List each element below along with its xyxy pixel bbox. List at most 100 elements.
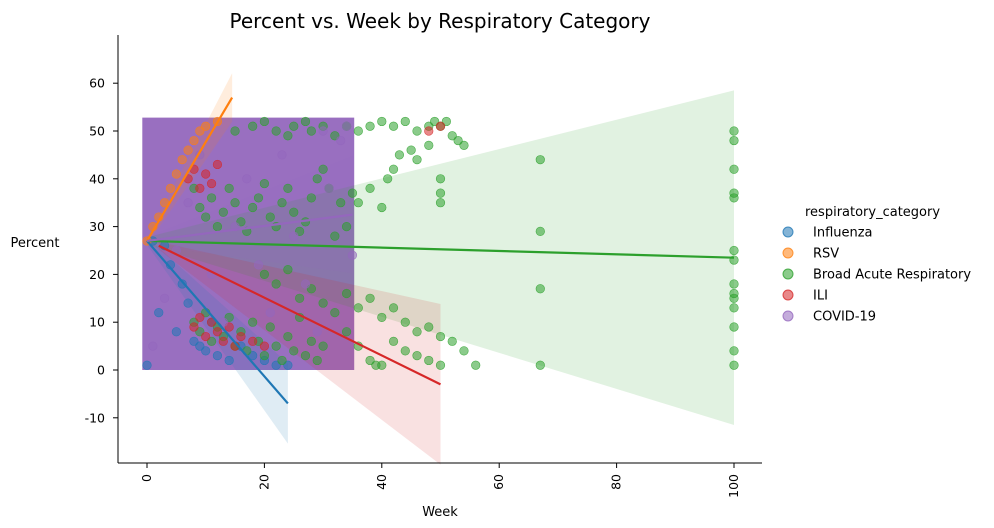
x-tick-label: 20 — [256, 474, 271, 490]
point-broad-acute-respiratory — [353, 126, 363, 136]
point-broad-acute-respiratory — [412, 327, 422, 337]
point-broad-acute-respiratory — [365, 355, 375, 366]
y-tick-label: 30 — [89, 219, 105, 234]
legend-marker — [782, 268, 794, 280]
point-broad-acute-respiratory — [341, 222, 352, 232]
regression-line-ili — [158, 244, 441, 386]
point-ili — [218, 336, 228, 346]
point-broad-acute-respiratory — [347, 188, 358, 198]
point-broad-acute-respiratory — [424, 140, 434, 150]
point-broad-acute-respiratory — [330, 308, 340, 318]
point-broad-acute-respiratory — [406, 145, 416, 155]
point-broad-acute-respiratory — [400, 116, 410, 127]
legend-label: COVID-19 — [813, 310, 876, 325]
point-broad-acute-respiratory — [412, 126, 422, 136]
point-ili — [212, 159, 223, 170]
y-tick-label: 0 — [97, 363, 105, 378]
point-broad-acute-respiratory — [330, 231, 340, 241]
regression-line-rsv — [146, 96, 234, 242]
point-broad-acute-respiratory — [353, 303, 363, 313]
point-influenza — [177, 279, 187, 289]
point-covid-19 — [347, 250, 358, 260]
point-broad-acute-respiratory — [259, 269, 270, 280]
legend-label: RSV — [813, 247, 839, 262]
y-axis-label: Percent — [11, 236, 60, 251]
point-broad-acute-respiratory — [341, 327, 352, 337]
chart-title: Percent vs. Week by Respiratory Category — [230, 9, 651, 33]
point-rsv — [171, 169, 181, 179]
point-influenza — [171, 327, 181, 337]
point-ili — [201, 331, 211, 342]
point-broad-acute-respiratory — [353, 198, 363, 208]
legend-title: respiratory_category — [805, 205, 940, 220]
point-broad-acute-respiratory — [271, 341, 281, 351]
point-covid-19 — [265, 308, 275, 318]
legend-marker — [782, 247, 794, 259]
point-rsv — [201, 121, 211, 131]
point-broad-acute-respiratory — [271, 279, 281, 289]
point-broad-acute-respiratory — [306, 126, 316, 136]
point-broad-acute-respiratory — [729, 346, 739, 356]
point-broad-acute-respiratory — [729, 360, 739, 370]
point-covid-19 — [341, 121, 352, 131]
point-broad-acute-respiratory — [394, 150, 405, 160]
point-influenza — [154, 308, 164, 318]
point-broad-acute-respiratory — [318, 298, 328, 308]
y-tick-label: 40 — [89, 171, 105, 186]
x-tick-label: 100 — [726, 474, 741, 498]
legend-item-influenza: Influenza — [782, 226, 873, 241]
point-broad-acute-respiratory — [283, 331, 293, 342]
point-broad-acute-respiratory — [459, 346, 469, 356]
point-broad-acute-respiratory — [318, 341, 328, 351]
point-broad-acute-respiratory — [400, 317, 410, 327]
regression-line-influenza — [146, 240, 289, 405]
confidence-band-influenza — [147, 237, 288, 444]
point-broad-acute-respiratory — [377, 202, 387, 213]
data-points — [142, 116, 739, 370]
point-broad-acute-respiratory — [312, 355, 322, 366]
point-broad-acute-respiratory — [729, 135, 739, 146]
confidence-band-broad-acute-respiratory — [147, 90, 734, 425]
point-broad-acute-respiratory — [535, 284, 545, 294]
point-broad-acute-respiratory — [729, 303, 739, 313]
point-broad-acute-respiratory — [412, 155, 422, 165]
legend-item-ili: ILI — [782, 289, 828, 304]
legend: respiratory_category Influenza RSV Broad A… — [782, 205, 971, 325]
legend-item-broad-acute-respiratory: Broad Acute Respiratory — [782, 268, 971, 283]
point-influenza — [142, 360, 152, 370]
point-broad-acute-respiratory — [365, 121, 375, 131]
point-broad-acute-respiratory — [212, 222, 223, 232]
legend-marker — [782, 289, 794, 301]
x-tick-label: 80 — [609, 474, 624, 490]
x-axis-label: Week — [422, 505, 458, 520]
point-broad-acute-respiratory — [289, 346, 299, 356]
legend-label: Broad Acute Respiratory — [813, 268, 971, 283]
point-broad-acute-respiratory — [435, 198, 446, 208]
point-broad-acute-respiratory — [283, 131, 293, 141]
point-broad-acute-respiratory — [400, 346, 410, 356]
point-broad-acute-respiratory — [195, 202, 205, 213]
point-broad-acute-respiratory — [277, 355, 287, 366]
point-ili — [189, 322, 199, 332]
confidence-band-covid-19 — [147, 156, 353, 274]
point-broad-acute-respiratory — [424, 322, 434, 332]
point-rsv — [177, 155, 187, 165]
point-broad-acute-respiratory — [248, 202, 258, 213]
x-axis-ticks: 0 20 40 60 80 100 — [139, 463, 741, 498]
point-ili — [195, 312, 205, 323]
point-covid-19 — [312, 327, 322, 337]
point-rsv — [189, 135, 199, 146]
legend-marker — [782, 310, 794, 322]
regression-line-broad-acute-respiratory — [146, 239, 735, 259]
point-covid-19 — [148, 341, 158, 351]
point-ili — [206, 178, 217, 189]
x-tick-label: 0 — [139, 474, 154, 482]
point-broad-acute-respiratory — [289, 121, 299, 131]
point-broad-acute-respiratory — [729, 293, 739, 303]
point-broad-acute-respiratory — [300, 351, 311, 361]
point-broad-acute-respiratory — [230, 126, 240, 136]
y-tick-label: 10 — [89, 315, 105, 330]
point-broad-acute-respiratory — [283, 183, 293, 193]
point-broad-acute-respiratory — [424, 355, 434, 366]
